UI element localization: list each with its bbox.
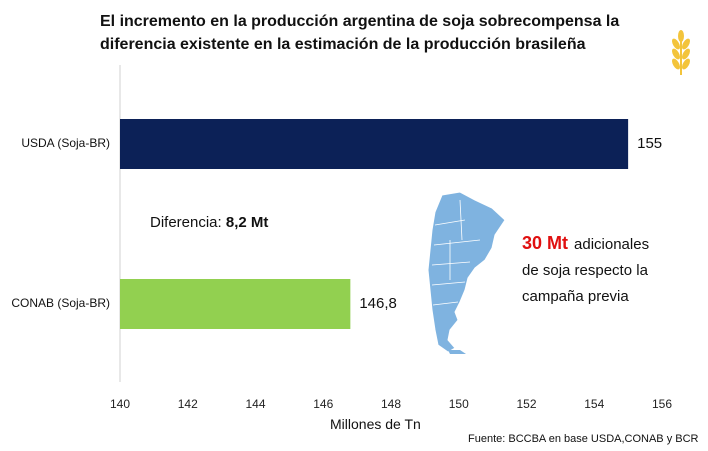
x-tick-label: 156 — [652, 397, 672, 411]
x-axis-label: Millones de Tn — [330, 416, 421, 432]
note-line-1: adicionales — [574, 236, 650, 253]
difference-annotation: Diferencia: 8,2 Mt — [150, 214, 268, 231]
wheat-icon — [672, 30, 690, 75]
chart-title-line-1: El incremento en la producción argentina… — [100, 13, 620, 30]
category-label: CONAB (Soja-BR) — [11, 296, 110, 310]
x-tick-label: 146 — [313, 397, 333, 411]
x-tick-label: 142 — [178, 397, 198, 411]
bar-0 — [120, 119, 629, 169]
x-tick-label: 144 — [245, 397, 265, 411]
data-label: 155 — [637, 135, 663, 152]
note-line-2: de soja respecto la — [522, 262, 648, 279]
category-label: USDA (Soja-BR) — [21, 136, 110, 150]
chart-title: El incremento en la producción argentina… — [100, 10, 620, 56]
data-label: 146,8 — [359, 295, 397, 312]
note-highlight: 30 Mt — [522, 233, 569, 253]
x-tick-label: 154 — [584, 397, 604, 411]
difference-value: 8,2 Mt — [225, 214, 269, 231]
argentina-map-icon — [427, 191, 506, 354]
additional-production-note: 30 Mt adicionales de soja respecto la cam… — [522, 230, 702, 310]
note-line-3: campaña previa — [522, 288, 629, 305]
source-note: Fuente: BCCBA en base USDA,CONAB y BCR — [468, 433, 699, 445]
x-tick-label: 150 — [449, 397, 469, 411]
bar-1 — [120, 279, 351, 329]
difference-label: Diferencia: — [150, 214, 226, 231]
x-tick-label: 148 — [381, 397, 401, 411]
chart-title-line-2: diferencia existente en la estimación de… — [100, 36, 586, 53]
x-tick-label: 140 — [110, 397, 130, 411]
x-tick-label: 152 — [516, 397, 536, 411]
